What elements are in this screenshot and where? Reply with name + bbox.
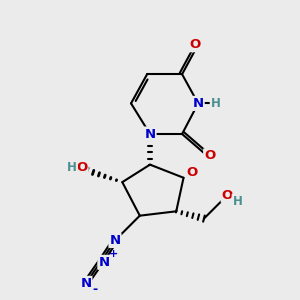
Text: H: H <box>232 195 242 208</box>
Text: H: H <box>67 161 77 174</box>
Text: N: N <box>193 97 204 110</box>
Text: N: N <box>110 234 121 247</box>
Text: O: O <box>222 189 233 202</box>
Text: N: N <box>98 256 110 269</box>
Text: +: + <box>109 249 118 259</box>
Text: N: N <box>80 277 92 290</box>
Text: H: H <box>211 97 220 110</box>
Text: O: O <box>190 38 201 51</box>
Text: -: - <box>93 283 98 296</box>
Text: O: O <box>204 149 215 162</box>
Text: O: O <box>186 166 197 179</box>
Text: N: N <box>144 128 156 140</box>
Text: O: O <box>76 161 88 174</box>
